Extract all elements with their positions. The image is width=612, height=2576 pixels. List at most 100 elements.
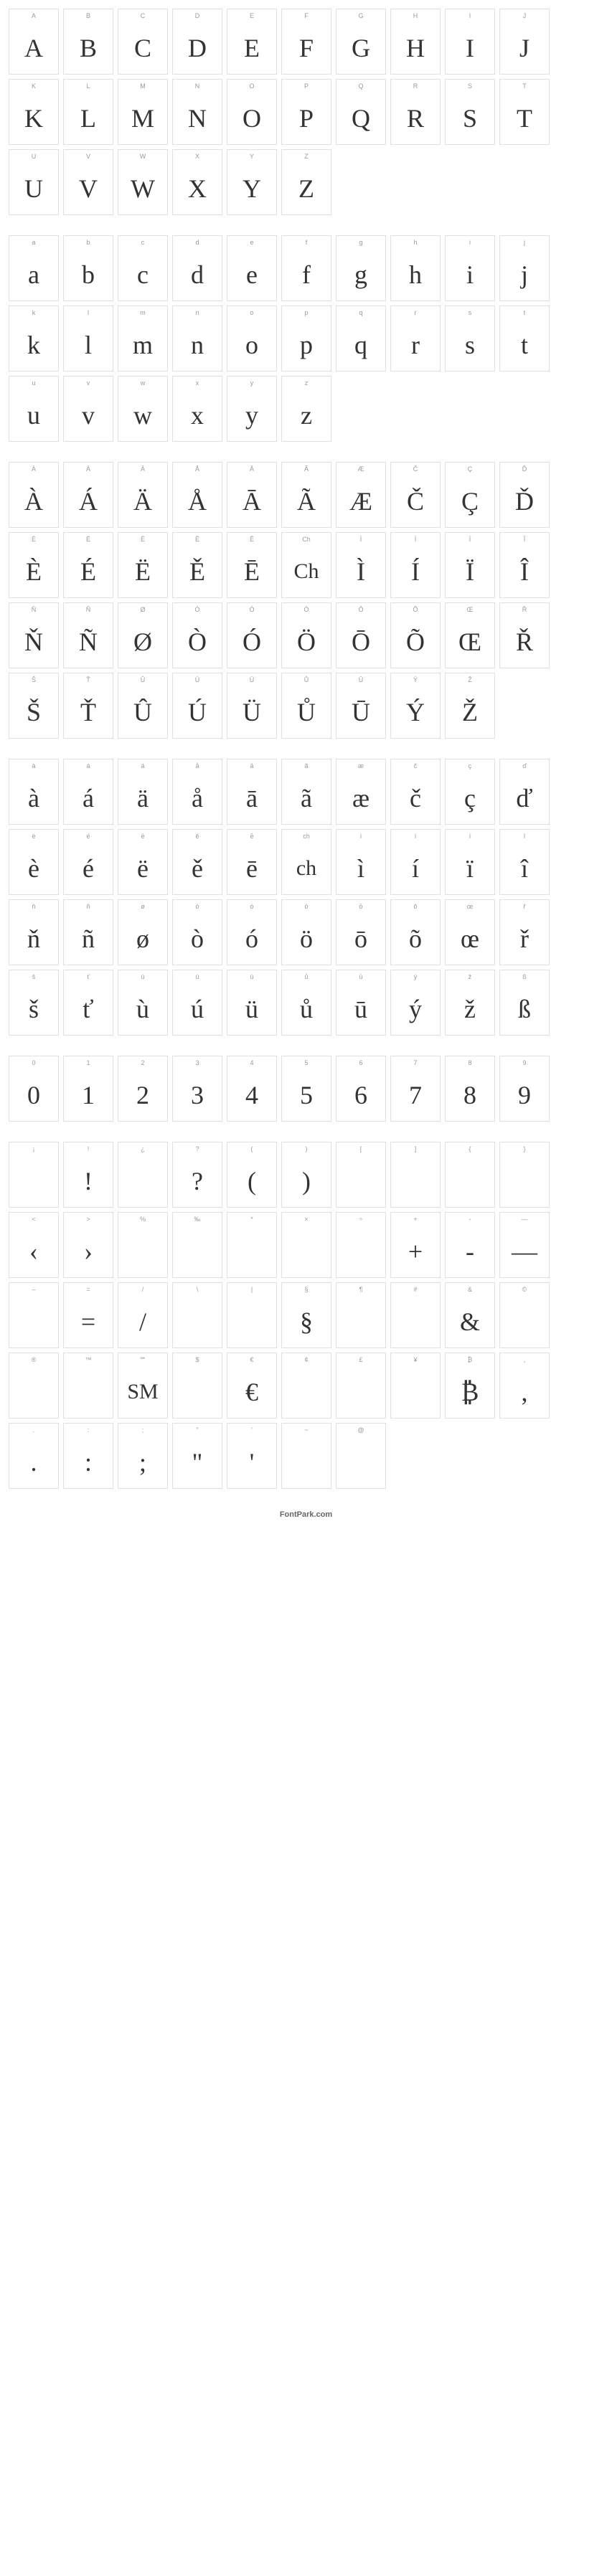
glyph-label: Ť	[64, 673, 113, 686]
glyph-cell: xx	[172, 376, 222, 442]
glyph: É	[80, 546, 96, 597]
glyph-label: ™	[64, 1353, 113, 1366]
glyph: Ç	[461, 475, 479, 527]
glyph-label: é	[64, 830, 113, 843]
glyph-label: I	[446, 9, 494, 22]
glyph-cell: ĒĒ	[227, 532, 277, 598]
glyph-cell: ~	[281, 1423, 331, 1489]
glyph-label: ž	[446, 970, 494, 983]
glyph-cell: ŮŮ	[281, 673, 331, 739]
glyph-label: Ö	[282, 603, 331, 616]
glyph: !	[84, 1155, 93, 1207]
glyph: Å	[188, 475, 207, 527]
glyph-cell: kk	[9, 306, 59, 371]
glyph: Ö	[297, 616, 316, 668]
glyph: Á	[79, 475, 98, 527]
glyph-cell: ŌŌ	[336, 602, 386, 668]
glyph-label: ©	[500, 1283, 549, 1296]
glyph-cell: ))	[281, 1142, 331, 1208]
glyph-cell: ¡	[9, 1142, 59, 1208]
glyph-cell: ww	[118, 376, 168, 442]
glyph-label: Ë	[118, 533, 167, 546]
glyph-cell: |	[227, 1282, 277, 1348]
glyph-label: Ch	[282, 533, 331, 546]
glyph-cell: II	[445, 9, 495, 75]
section-accented-lower: ààááääååāāããææččççďďèèééëëěěēēchchììííïï…	[9, 759, 603, 1036]
glyph-cell: ::	[63, 1423, 113, 1489]
glyph: S	[463, 93, 477, 144]
glyph: ›	[84, 1226, 93, 1277]
glyph-label: P	[282, 80, 331, 93]
glyph-label: æ	[336, 759, 385, 772]
glyph-cell: ??	[172, 1142, 222, 1208]
glyph-label: V	[64, 150, 113, 163]
glyph-label: Á	[64, 463, 113, 475]
glyph-cell: ùù	[118, 970, 168, 1036]
glyph-cell: óó	[227, 899, 277, 965]
glyph-cell: ÈÈ	[9, 532, 59, 598]
glyph: Ř	[516, 616, 533, 668]
glyph-cell: ËË	[118, 532, 168, 598]
glyph-label: >	[64, 1213, 113, 1226]
glyph: ä	[137, 772, 149, 824]
glyph-label: ]	[391, 1142, 440, 1155]
glyph: Ů	[297, 686, 316, 738]
glyph: Œ	[458, 616, 481, 668]
glyph-label: Ň	[9, 603, 58, 616]
glyph: l	[85, 319, 92, 371]
glyph-label: Ē	[227, 533, 276, 546]
glyph: ch	[296, 843, 316, 894]
glyph: ï	[466, 843, 474, 894]
glyph-label: h	[391, 236, 440, 249]
glyph-cell: ŒŒ	[445, 602, 495, 668]
glyph: Ā	[243, 475, 261, 527]
glyph: b	[82, 249, 95, 300]
glyph-label: .	[9, 1424, 58, 1436]
glyph-cell: NN	[172, 79, 222, 145]
glyph-label: ®	[9, 1353, 58, 1366]
glyph-label: ä	[118, 759, 167, 772]
glyph-label: 6	[336, 1056, 385, 1069]
glyph-label: å	[173, 759, 222, 772]
glyph: Ï	[466, 546, 474, 597]
glyph-cell: BB	[63, 9, 113, 75]
glyph-cell: 22	[118, 1056, 168, 1122]
glyph-cell: \	[172, 1282, 222, 1348]
glyph: ō	[354, 913, 367, 965]
glyph: ò	[191, 913, 204, 965]
glyph: Y	[243, 163, 261, 214]
glyph-label: o	[227, 306, 276, 319]
glyph-label: É	[64, 533, 113, 546]
glyph-label: t	[500, 306, 549, 319]
glyph-cell: 11	[63, 1056, 113, 1122]
glyph-cell: ÃÃ	[281, 462, 331, 528]
glyph-label: z	[282, 377, 331, 389]
glyph: O	[243, 93, 261, 144]
glyph-label: ß	[500, 970, 549, 983]
glyph-label: ch	[282, 830, 331, 843]
glyph-label: ř	[500, 900, 549, 913]
glyph-label: Ř	[500, 603, 549, 616]
glyph-cell: ff	[281, 235, 331, 301]
glyph-cell: ——	[499, 1212, 550, 1278]
glyph: á	[83, 772, 94, 824]
glyph-cell: āā	[227, 759, 277, 825]
glyph-label: €	[227, 1353, 276, 1366]
glyph: ř	[520, 913, 529, 965]
glyph-label: 8	[446, 1056, 494, 1069]
glyph-label: ā	[227, 759, 276, 772]
glyph-label: +	[391, 1213, 440, 1226]
glyph-cell: ŽŽ	[445, 673, 495, 739]
glyph: Ã	[297, 475, 316, 527]
glyph: G	[352, 22, 370, 74]
glyph-cell: --	[445, 1212, 495, 1278]
glyph: å	[192, 772, 203, 824]
glyph-label: Ü	[227, 673, 276, 686]
glyph: W	[131, 163, 155, 214]
glyph-cell: ňň	[9, 899, 59, 965]
glyph-label: ,	[500, 1353, 549, 1366]
glyph-cell: čč	[390, 759, 441, 825]
glyph-label: l	[64, 306, 113, 319]
glyph-cell: SS	[445, 79, 495, 145]
glyph-label: e	[227, 236, 276, 249]
